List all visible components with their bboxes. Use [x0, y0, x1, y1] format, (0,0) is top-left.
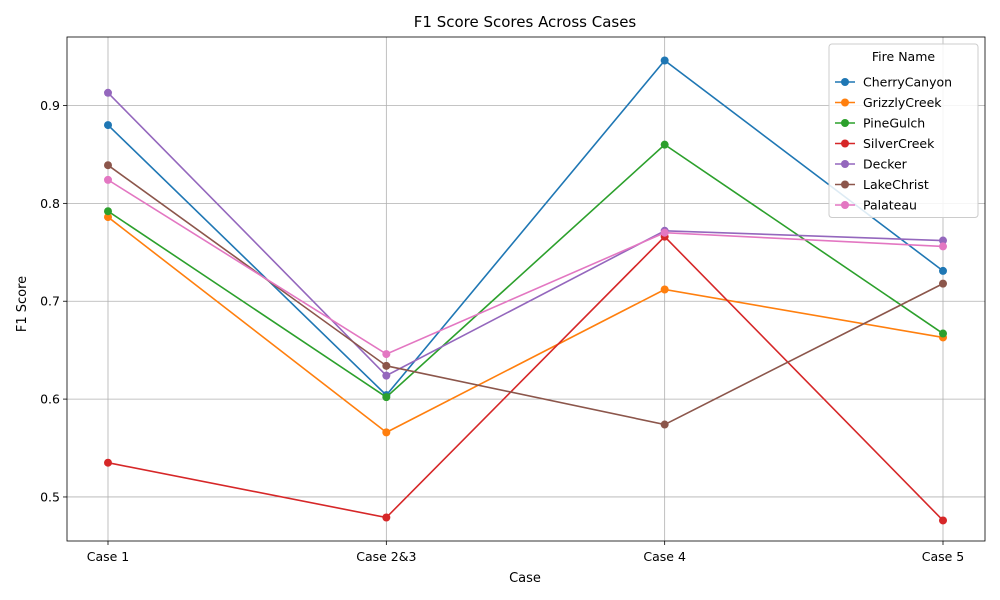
y-tick-label: 0.9	[40, 98, 60, 113]
legend-swatch-marker	[841, 201, 849, 209]
legend-swatch-marker	[841, 78, 849, 86]
data-point	[660, 420, 669, 429]
y-tick-label: 0.8	[40, 196, 60, 211]
series-SilverCreek	[104, 232, 947, 525]
legend-label: CherryCanyon	[863, 75, 952, 90]
data-point	[382, 361, 391, 370]
data-point	[104, 458, 112, 467]
y-tick-label: 0.7	[40, 294, 60, 309]
legend-label: GrizzlyCreek	[863, 95, 942, 110]
data-point	[104, 175, 112, 184]
legend-item: GrizzlyCreek	[835, 95, 942, 110]
data-point	[104, 121, 112, 130]
series-line	[107, 92, 944, 377]
legend-swatch-marker	[841, 119, 849, 127]
series-line	[107, 216, 944, 434]
series-line	[107, 235, 944, 522]
legend-item: PineGulch	[835, 116, 925, 131]
series-line	[107, 164, 944, 426]
series-CherryCanyon	[104, 56, 947, 400]
legend-label: SilverCreek	[863, 136, 935, 151]
y-tick-label: 0.5	[40, 489, 60, 504]
x-axis-title: Case	[509, 571, 541, 586]
x-tick-label: Case 1	[87, 549, 130, 564]
y-tick-label: 0.6	[40, 392, 60, 407]
x-tick-label: Case 2&3	[356, 549, 416, 564]
legend-label: Palateau	[863, 198, 917, 213]
data-point	[104, 207, 112, 216]
x-tick-label: Case 4	[643, 549, 686, 564]
legend-item: Palateau	[835, 198, 917, 213]
y-axis-title: F1 Score	[15, 276, 30, 332]
legend-swatch-marker	[841, 180, 849, 189]
data-point	[382, 350, 391, 359]
legend-label: Decker	[863, 157, 908, 172]
data-point	[939, 266, 947, 275]
data-point	[104, 88, 112, 97]
data-point	[939, 516, 947, 525]
series-line	[107, 59, 944, 397]
x-tick-label: Case 5	[922, 549, 965, 564]
legend-item: Decker	[835, 157, 908, 172]
axes: Case 1 Case 2&3 Case 4 Case 5 0.5 0.6 0.7 0.8 0.…	[40, 36, 986, 564]
series-GrizzlyCreek	[104, 213, 947, 437]
data-point	[939, 236, 947, 245]
series-LakeChrist	[104, 161, 947, 429]
legend-swatch-marker	[841, 98, 849, 107]
series-line	[107, 179, 944, 355]
legend: Fire Name CherryCanyon GrizzlyCreek PineGul…	[828, 43, 979, 218]
data-point	[382, 513, 391, 522]
chart-title: F1 Score Scores Across Cases	[414, 13, 637, 31]
series-lines	[104, 56, 947, 525]
data-point	[382, 371, 391, 380]
data-point	[939, 242, 947, 251]
legend-item: SilverCreek	[835, 136, 935, 151]
legend-box	[828, 43, 979, 218]
data-point	[382, 428, 391, 437]
legend-title: Fire Name	[872, 49, 935, 64]
data-point	[104, 213, 112, 222]
data-point	[382, 393, 391, 402]
data-point	[104, 161, 112, 170]
plot-frame	[66, 36, 986, 542]
data-point	[939, 279, 947, 288]
data-point	[660, 228, 669, 237]
data-point	[660, 285, 669, 294]
series-Decker	[104, 88, 947, 380]
legend-swatch-marker	[841, 139, 849, 148]
data-point	[660, 140, 669, 149]
legend-label: LakeChrist	[863, 177, 929, 192]
legend-item: LakeChrist	[835, 177, 929, 192]
series-line	[107, 143, 944, 399]
series-Palateau	[104, 175, 947, 359]
data-point	[939, 329, 947, 338]
data-point	[660, 56, 669, 65]
legend-item: CherryCanyon	[835, 75, 952, 90]
series-PineGulch	[104, 140, 947, 402]
legend-label: PineGulch	[863, 116, 925, 131]
legend-swatch-marker	[841, 160, 849, 168]
